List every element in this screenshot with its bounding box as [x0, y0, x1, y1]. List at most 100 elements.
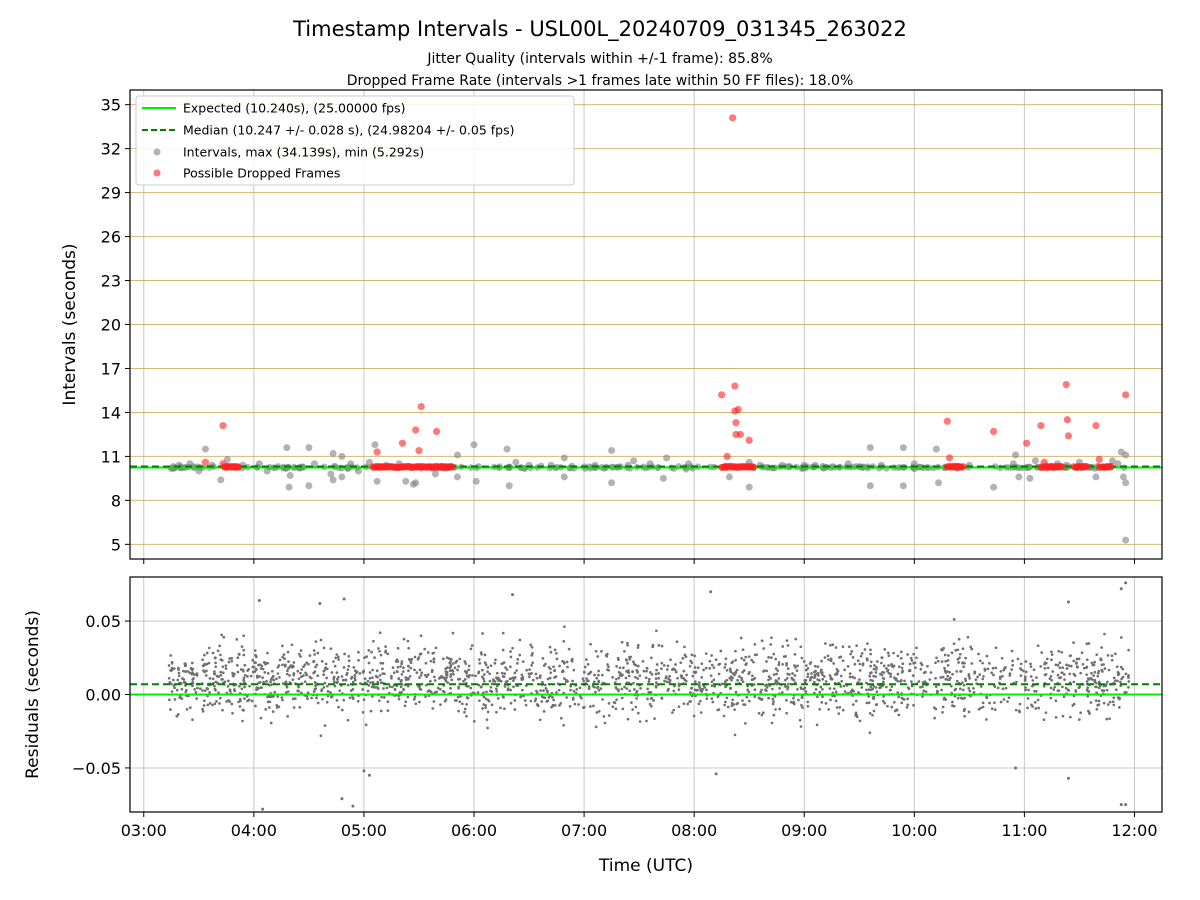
- residual-point: [607, 702, 611, 705]
- residual-point: [463, 707, 467, 711]
- residual-point: [688, 664, 692, 668]
- residual-point: [569, 684, 573, 688]
- residual-point: [401, 670, 405, 673]
- residual-point: [191, 681, 195, 685]
- residual-point: [597, 680, 601, 684]
- residual-point: [760, 697, 764, 701]
- residual-point: [1103, 667, 1107, 670]
- residual-point: [261, 676, 264, 680]
- residual-point: [620, 640, 624, 644]
- residual-point: [298, 705, 302, 709]
- dropped-frame-point: [373, 448, 381, 456]
- residual-point: [312, 660, 315, 664]
- residual-point: [636, 643, 640, 647]
- interval-point: [195, 467, 203, 475]
- residual-point: [911, 674, 915, 678]
- residual-point: [565, 678, 568, 682]
- residual-point: [823, 656, 827, 659]
- residual-point: [1097, 669, 1101, 673]
- residual-point: [177, 671, 181, 675]
- residual-point: [660, 667, 663, 671]
- interval-point: [725, 473, 733, 481]
- residual-point: [582, 679, 586, 683]
- residual-point: [822, 675, 826, 678]
- residual-point: [869, 652, 872, 656]
- residual-point: [720, 682, 724, 686]
- residual-point: [816, 672, 820, 675]
- interval-point: [431, 470, 439, 478]
- residual-point: [1086, 690, 1090, 693]
- residual-point: [265, 679, 268, 683]
- residual-point: [276, 665, 280, 669]
- residual-point: [1016, 657, 1020, 661]
- residual-point: [871, 713, 874, 717]
- residual-point: [484, 706, 487, 710]
- residual-point: [765, 686, 769, 689]
- residual-points: [167, 581, 1131, 811]
- residual-point: [338, 689, 342, 693]
- residual-point: [713, 685, 716, 688]
- x-tick-label: 07:00: [561, 821, 607, 840]
- residual-point: [961, 661, 965, 664]
- residual-point: [698, 699, 702, 703]
- residual-point: [743, 703, 747, 706]
- residual-point: [238, 684, 241, 688]
- residual-point: [793, 652, 797, 656]
- residual-point: [541, 680, 544, 684]
- interval-point: [470, 441, 478, 449]
- residual-point: [1024, 675, 1027, 679]
- residual-point: [985, 654, 989, 658]
- residual-point: [221, 708, 224, 712]
- residual-point: [480, 685, 483, 689]
- residual-point: [882, 677, 886, 680]
- residual-point: [513, 671, 517, 675]
- residual-point: [861, 662, 865, 665]
- intervals-y-tick-label: 17: [101, 359, 121, 378]
- residual-point: [941, 710, 944, 714]
- residual-point: [810, 672, 813, 675]
- residual-point: [606, 663, 609, 666]
- residual-point: [677, 682, 681, 686]
- residual-point: [838, 705, 842, 709]
- residual-point: [710, 663, 714, 667]
- residual-point: [469, 686, 473, 690]
- residual-point: [872, 685, 876, 688]
- residual-point: [361, 670, 365, 674]
- residual-point: [799, 725, 803, 728]
- residual-point: [879, 686, 882, 689]
- residual-point: [979, 706, 983, 710]
- residual-point: [651, 645, 655, 649]
- residual-point: [879, 672, 882, 676]
- residual-point: [600, 673, 604, 677]
- residual-point: [464, 662, 468, 666]
- residual-point: [982, 675, 985, 678]
- residual-point: [179, 694, 182, 698]
- residual-point: [1043, 673, 1047, 677]
- residual-point: [207, 661, 211, 665]
- residual-point: [1106, 703, 1110, 706]
- residual-point: [242, 648, 245, 652]
- residual-point: [958, 687, 962, 691]
- residual-point: [393, 687, 397, 691]
- residual-point: [501, 631, 505, 635]
- residual-point: [284, 691, 288, 694]
- residual-point: [308, 654, 312, 657]
- residual-point: [477, 671, 480, 675]
- residual-point: [1127, 686, 1130, 689]
- residual-point: [623, 685, 626, 689]
- residual-point: [624, 676, 628, 680]
- dropped-frame-point: [736, 430, 744, 439]
- residual-point: [228, 657, 232, 660]
- residual-point: [381, 667, 384, 671]
- residual-point: [636, 711, 640, 715]
- residual-point: [872, 709, 876, 713]
- residual-point: [472, 720, 476, 723]
- residual-point: [521, 660, 525, 663]
- residual-point: [345, 673, 348, 677]
- residual-point: [208, 677, 212, 680]
- residual-point: [663, 679, 666, 683]
- residual-point: [245, 694, 249, 698]
- residual-point: [941, 675, 945, 679]
- residual-point: [1057, 676, 1061, 680]
- residual-point: [843, 668, 846, 672]
